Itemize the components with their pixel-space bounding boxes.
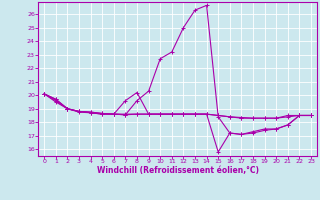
X-axis label: Windchill (Refroidissement éolien,°C): Windchill (Refroidissement éolien,°C) bbox=[97, 166, 259, 175]
